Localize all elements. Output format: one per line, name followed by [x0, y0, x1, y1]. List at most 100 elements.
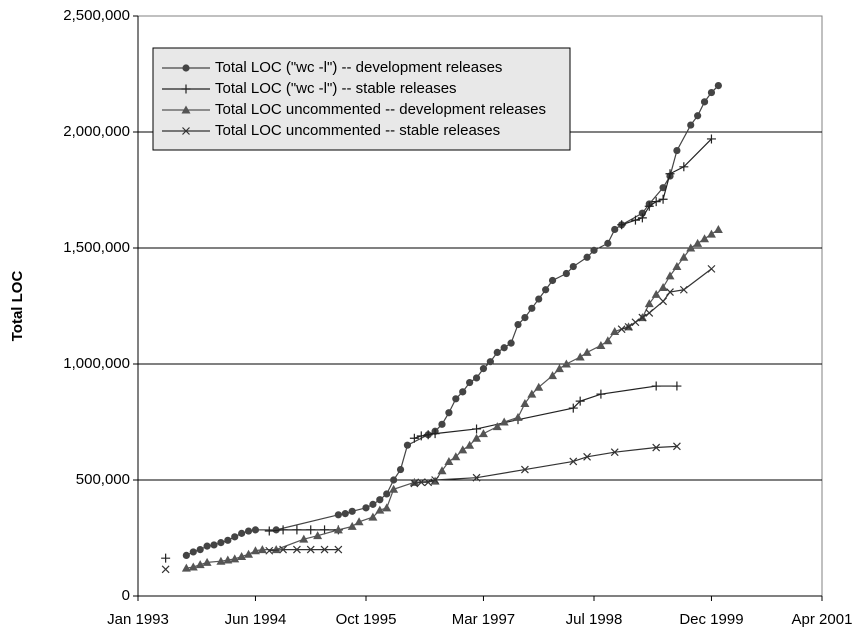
marker: [458, 445, 468, 454]
marker: [486, 358, 494, 366]
marker: [250, 546, 260, 555]
marker: [528, 304, 536, 312]
marker: [637, 213, 647, 223]
marker: [492, 422, 502, 431]
marker: [596, 340, 606, 349]
marker: [217, 539, 225, 547]
y-tick-label: 1,000,000: [63, 355, 130, 372]
marker: [638, 313, 647, 322]
legend-marker: [181, 105, 191, 114]
legend-marker: [182, 127, 190, 135]
series-line: [414, 385, 677, 439]
marker: [665, 169, 675, 179]
marker: [535, 295, 543, 303]
marker: [645, 309, 654, 317]
marker: [575, 352, 585, 361]
marker: [575, 396, 585, 406]
marker: [238, 529, 246, 537]
marker: [264, 526, 274, 536]
marker: [603, 336, 613, 345]
marker: [257, 545, 267, 554]
marker: [611, 225, 619, 234]
marker: [672, 442, 681, 451]
marker: [583, 253, 591, 261]
marker: [390, 476, 398, 484]
marker: [347, 521, 357, 530]
marker: [679, 285, 688, 294]
marker: [694, 112, 702, 120]
marker: [700, 98, 709, 106]
marker: [610, 448, 619, 457]
marker: [651, 289, 661, 298]
legend-marker: [182, 64, 190, 72]
marker: [278, 525, 288, 535]
series-line: [269, 549, 339, 552]
marker: [590, 246, 598, 254]
marker: [644, 201, 654, 211]
marker: [610, 327, 620, 336]
marker: [251, 526, 260, 534]
marker: [210, 541, 218, 549]
marker: [569, 457, 578, 466]
marker: [451, 452, 461, 461]
marker: [437, 466, 447, 475]
marker: [409, 433, 419, 443]
marker: [493, 348, 501, 356]
marker: [700, 234, 710, 243]
marker: [244, 549, 254, 558]
marker: [341, 510, 349, 518]
marker: [569, 262, 577, 271]
x-tick-label: Jul 1998: [566, 611, 623, 628]
marker: [224, 536, 232, 544]
marker: [472, 433, 482, 442]
marker: [334, 545, 343, 554]
marker: [658, 282, 668, 291]
marker: [271, 545, 281, 554]
marker: [459, 388, 467, 396]
marker: [617, 220, 627, 230]
marker: [652, 443, 661, 452]
marker: [706, 134, 716, 144]
marker: [417, 478, 426, 487]
marker: [513, 412, 523, 421]
marker: [216, 556, 226, 565]
marker: [334, 511, 342, 519]
marker: [430, 429, 440, 439]
marker: [444, 456, 454, 465]
marker: [478, 429, 488, 438]
marker: [672, 262, 682, 271]
marker: [452, 395, 460, 403]
marker: [306, 545, 315, 554]
legend-label: Total LOC uncommented -- stable releases: [215, 122, 500, 139]
marker: [542, 286, 550, 294]
marker: [500, 344, 508, 352]
marker: [182, 551, 190, 560]
marker: [416, 431, 426, 441]
marker: [687, 121, 695, 129]
marker: [521, 314, 529, 322]
marker: [665, 271, 675, 280]
marker: [320, 525, 330, 535]
marker: [693, 238, 703, 247]
marker: [265, 546, 274, 555]
marker: [196, 546, 204, 554]
y-tick-label: 500,000: [76, 471, 130, 488]
marker: [514, 320, 522, 329]
marker: [651, 381, 661, 391]
marker: [382, 503, 392, 512]
marker: [624, 322, 633, 331]
marker: [686, 243, 696, 252]
legend: Total LOC ("wc -l") -- development relea…: [152, 47, 571, 151]
marker: [706, 229, 716, 238]
legend-label: Total LOC ("wc -l") -- development relea…: [215, 59, 502, 76]
marker: [534, 382, 544, 391]
marker: [410, 479, 419, 488]
marker: [389, 484, 399, 493]
marker: [520, 398, 530, 407]
marker: [673, 146, 681, 155]
legend-label: Total LOC ("wc -l") -- stable releases: [215, 80, 457, 97]
marker: [666, 288, 674, 297]
marker: [630, 215, 640, 225]
marker: [237, 552, 247, 561]
